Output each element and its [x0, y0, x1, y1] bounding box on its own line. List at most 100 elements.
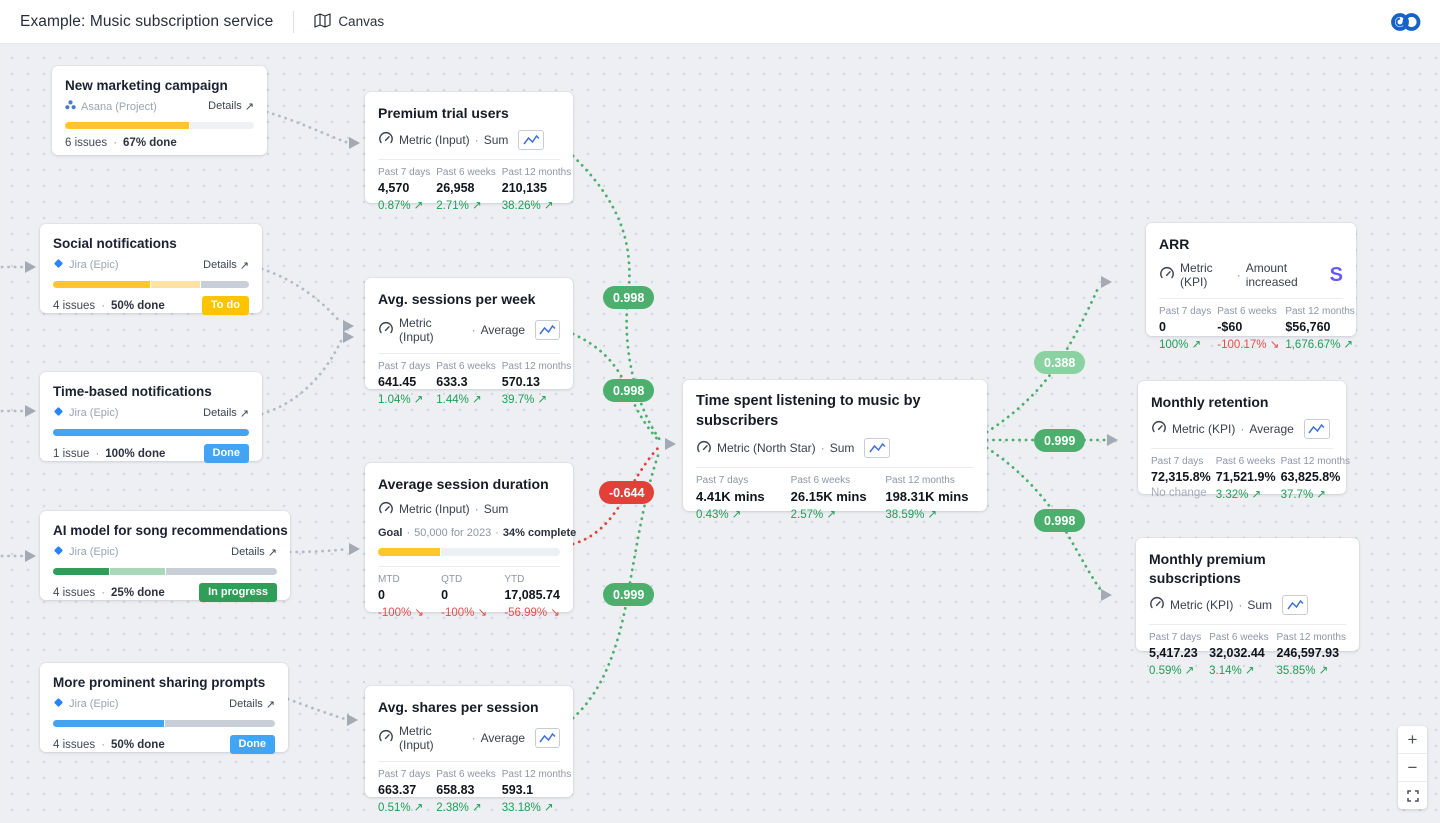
stat-value: 17,085.74	[504, 587, 560, 602]
metric-agg: Sum	[483, 502, 509, 517]
correlation-badge[interactable]: 0.999	[1034, 429, 1086, 452]
metric-card-average-session-duration[interactable]: Average session duration Metric (Input) …	[365, 463, 577, 619]
asana-icon	[65, 100, 76, 113]
details-link[interactable]: Details ↗	[229, 697, 275, 711]
metric-type: Metric (Input)	[399, 502, 470, 517]
gauge-icon	[1159, 266, 1175, 283]
nav-canvas-label: Canvas	[338, 14, 385, 29]
nav-canvas[interactable]: Canvas	[314, 12, 385, 31]
sparkline-chart-icon[interactable]	[1282, 594, 1309, 615]
workstream-card-new-marketing-campaign[interactable]: New marketing campaign Asana (Project) D…	[52, 66, 267, 155]
stat-delta: -100.17% ↘	[1217, 338, 1280, 351]
goal-line: Goal · 50,000 for 2023 · 34% complete	[378, 526, 577, 539]
metric-agg: Amount increased	[1245, 260, 1298, 289]
stat-value: -$60	[1217, 319, 1243, 334]
metric-title: Premium trial users	[378, 105, 509, 121]
details-link[interactable]: Details ↗	[231, 545, 277, 559]
done-percent: 25% done	[111, 586, 165, 599]
sparkline-chart-icon[interactable]	[518, 129, 545, 150]
stat-label: Past 7 days	[1149, 631, 1202, 643]
workstream-card-time-based-notifications[interactable]: Time-based notifications Jira (Epic) Det…	[40, 372, 262, 464]
stat-label: Past 12 months	[885, 475, 955, 487]
gauge-icon	[378, 321, 394, 338]
stat-label: Past 7 days	[378, 768, 431, 780]
stat-label: Past 12 months	[1280, 455, 1351, 467]
workstream-card-social-notifications[interactable]: Social notifications Jira (Epic) Details…	[40, 224, 262, 316]
sparkline-chart-icon[interactable]	[1303, 418, 1330, 439]
details-link[interactable]: Details ↗	[208, 100, 254, 113]
stat-value: $56,760	[1285, 319, 1331, 334]
metric-card-monthly-retention[interactable]: Monthly retention Metric (KPI) · Average…	[1138, 381, 1350, 501]
metric-card-monthly-premium-subscriptions[interactable]: Monthly premium subscriptions Metric (KP…	[1136, 538, 1359, 677]
jira-icon	[53, 258, 64, 272]
source-label: Jira (Epic)	[69, 407, 119, 419]
gauge-icon	[1149, 596, 1165, 613]
correlation-badge[interactable]: 0.998	[1034, 509, 1086, 532]
page-title: Example: Music subscription service	[20, 12, 274, 30]
metric-card-arr[interactable]: ARR Metric (KPI) · Amount increased S Pa…	[1146, 223, 1356, 351]
details-link[interactable]: Details ↗	[203, 258, 249, 272]
details-link[interactable]: Details ↗	[203, 406, 249, 420]
external-link-icon: ↗	[239, 407, 249, 420]
correlation-badge[interactable]: 0.388	[1034, 351, 1086, 374]
stat-delta: 2.71% ↗	[436, 199, 482, 212]
source-label: Jira (Epic)	[69, 698, 119, 710]
stat-delta: 0.51% ↗	[378, 801, 424, 814]
stat-delta: 39.7% ↗	[501, 393, 548, 406]
sparkline-chart-icon[interactable]	[864, 438, 891, 459]
issues-count: 4 issues	[53, 586, 96, 599]
stat-value: 641.45	[378, 374, 417, 389]
doubleloop-logo	[1390, 10, 1422, 34]
card-title: New marketing campaign	[65, 78, 228, 93]
correlation-badge[interactable]: 0.999	[603, 583, 655, 606]
canvas[interactable]: New marketing campaign Asana (Project) D…	[0, 44, 1440, 823]
metric-title: Avg. sessions per week	[378, 291, 536, 307]
sparkline-chart-icon[interactable]	[535, 727, 560, 748]
stat-label: Past 12 months	[501, 166, 572, 178]
stat-value: 26,958	[436, 180, 475, 195]
stat-delta: 1.44% ↗	[436, 393, 482, 406]
done-percent: 100% done	[105, 447, 166, 460]
external-link-icon: ↗	[267, 546, 277, 559]
card-title: AI model for song recommendations	[53, 523, 288, 538]
stat-label: Past 6 weeks	[1209, 631, 1269, 643]
correlation-badge[interactable]: 0.998	[603, 286, 655, 309]
stat-delta: 0.43% ↗	[696, 509, 742, 522]
metric-type: Metric (KPI)	[1170, 597, 1234, 612]
correlation-badge[interactable]: 0.998	[603, 379, 655, 402]
sparkline-chart-icon[interactable]	[535, 319, 560, 340]
metric-card-avg-shares-per-session[interactable]: Avg. shares per session Metric (Input) ·…	[365, 686, 573, 814]
progress-bar	[53, 720, 275, 727]
metric-agg: Sum	[1247, 597, 1273, 612]
status-badge: Done	[203, 444, 249, 464]
metric-title: Monthly retention	[1151, 394, 1269, 410]
metric-type: Metric (North Star)	[717, 441, 816, 456]
stat-delta: 0.59% ↗	[1149, 664, 1195, 677]
stat-label: YTD	[504, 573, 525, 585]
stat-delta: 2.38% ↗	[436, 801, 482, 814]
stat-label: Past 6 weeks	[436, 360, 496, 372]
metric-title: Monthly premium subscriptions	[1149, 551, 1266, 586]
metric-card-avg-sessions-per-week[interactable]: Avg. sessions per week Metric (Input) · …	[365, 278, 573, 406]
stat-label: Past 6 weeks	[436, 166, 496, 178]
metric-card-time-spent-listening[interactable]: Time spent listening to music by subscri…	[683, 380, 987, 521]
source-label: Asana (Project)	[81, 100, 157, 113]
zoom-in-button[interactable]: +	[1398, 726, 1427, 753]
workstream-card-sharing-prompts[interactable]: More prominent sharing prompts Jira (Epi…	[40, 663, 288, 755]
stat-value: 4.41K mins	[696, 489, 765, 505]
metric-type: Metric (Input)	[399, 315, 434, 344]
metric-type: Metric (Input)	[399, 723, 434, 752]
external-link-icon: ↗	[244, 101, 254, 113]
zoom-out-button[interactable]: −	[1398, 754, 1427, 781]
source-label: Jira (Epic)	[69, 546, 119, 558]
stat-delta: 1,676.67% ↗	[1285, 338, 1354, 351]
fit-view-button[interactable]	[1398, 782, 1427, 809]
workstream-card-ai-model[interactable]: AI model for song recommendations Jira (…	[40, 511, 290, 603]
correlation-badge[interactable]: -0.644	[599, 481, 655, 504]
status-badge: To do	[201, 296, 249, 316]
stat-label: Past 6 weeks	[1215, 455, 1276, 467]
metric-card-premium-trial-users[interactable]: Premium trial users Metric (Input) · Sum…	[365, 92, 573, 212]
issues-count: 1 issue	[53, 447, 90, 460]
stat-delta: 3.32% ↗	[1215, 488, 1262, 501]
issues-count: 6 issues	[65, 137, 108, 149]
